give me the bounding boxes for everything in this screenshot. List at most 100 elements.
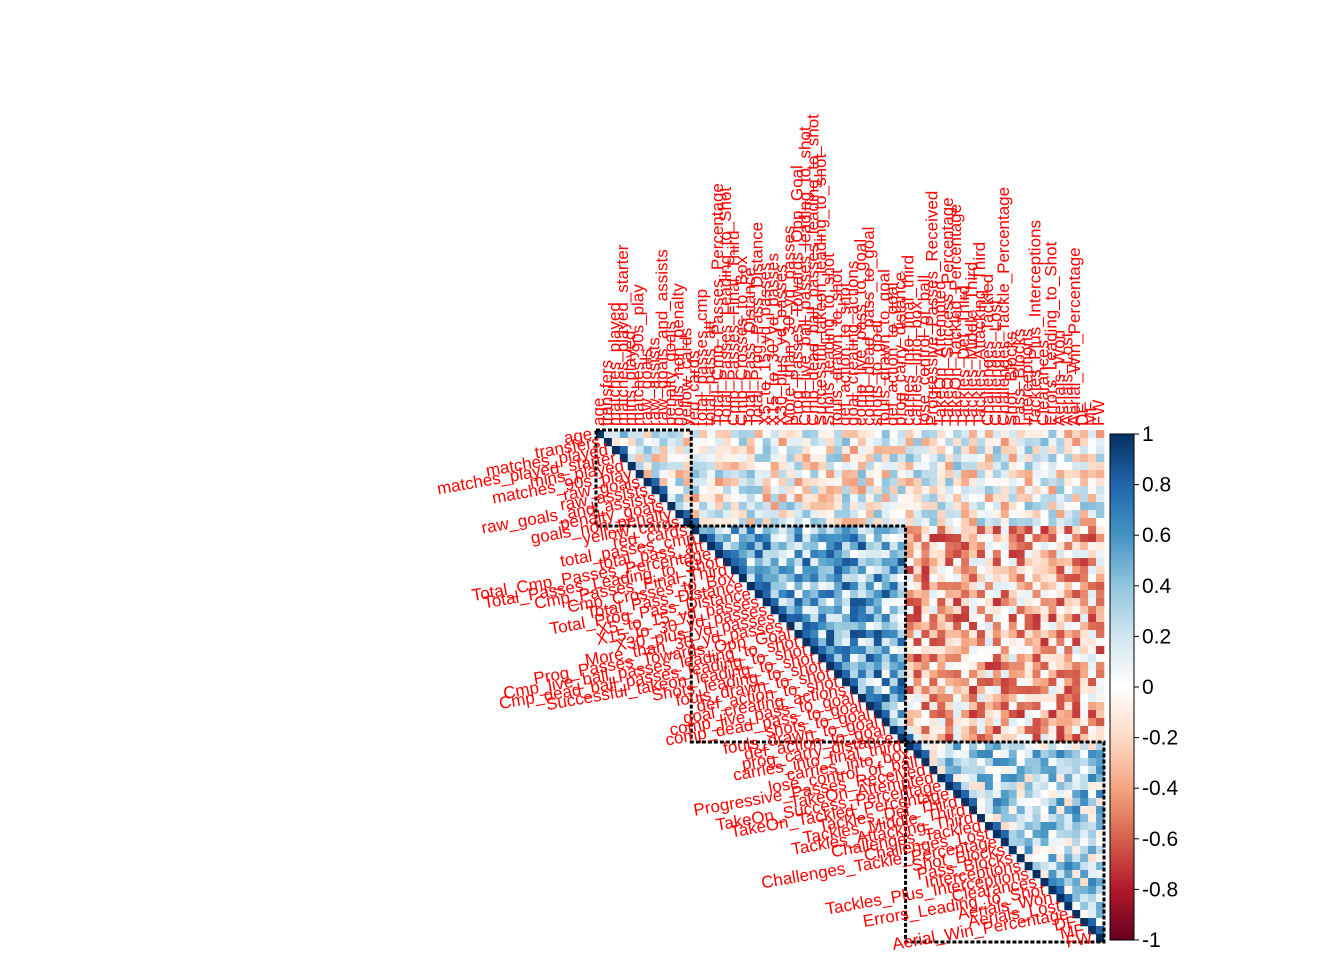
heatmap-cell [1000, 798, 1010, 807]
heatmap-cell [1008, 662, 1017, 671]
heatmap-cell [945, 438, 954, 447]
heatmap-cell [881, 510, 890, 519]
heatmap-cell [921, 526, 930, 535]
heatmap-cell [1016, 558, 1025, 567]
heatmap-cell [1088, 638, 1097, 647]
heatmap-cell [889, 726, 898, 735]
heatmap-cell [762, 446, 771, 455]
heatmap-cell [921, 686, 930, 695]
heatmap-cell [746, 462, 756, 471]
heatmap-cell [1080, 798, 1089, 807]
heatmap-cell [746, 534, 756, 543]
heatmap-cell [1088, 702, 1097, 711]
heatmap-cell [850, 614, 859, 623]
heatmap-cell [842, 670, 851, 679]
heatmap-cell [1064, 798, 1073, 807]
heatmap-cell [746, 518, 756, 527]
heatmap-cell [977, 718, 986, 727]
heatmap-cell [1080, 494, 1089, 503]
heatmap-cell [945, 590, 954, 599]
heatmap-cell [1072, 534, 1081, 543]
heatmap-cell [921, 718, 930, 727]
heatmap-cell [1056, 806, 1065, 815]
heatmap-cell [818, 478, 827, 487]
heatmap-cell [1064, 446, 1073, 455]
heatmap-cell [683, 454, 692, 463]
heatmap-cell [984, 782, 994, 791]
heatmap-cell [810, 566, 819, 575]
heatmap-cell [992, 454, 1002, 463]
heatmap-cell [1024, 702, 1033, 711]
heatmap-cell [762, 510, 771, 519]
heatmap-cell [1080, 710, 1089, 719]
heatmap-cell [953, 726, 962, 735]
heatmap-cell [1088, 622, 1097, 631]
heatmap-cell [1032, 630, 1041, 639]
heatmap-cell [977, 598, 986, 607]
heatmap-cell [1096, 430, 1105, 439]
heatmap-cell [977, 734, 986, 743]
heatmap-cell [659, 430, 668, 439]
heatmap-cell [778, 510, 787, 519]
heatmap-cell [857, 446, 867, 455]
heatmap-cell [1032, 470, 1041, 479]
heatmap-cell [1096, 582, 1105, 591]
heatmap-cell [961, 582, 970, 591]
heatmap-cell [961, 774, 970, 783]
heatmap-cell [969, 582, 978, 591]
heatmap-cell [802, 534, 811, 543]
heatmap-cell [1000, 838, 1010, 847]
heatmap-cell [889, 550, 898, 559]
column-label: yellow_cards [676, 328, 695, 426]
heatmap-cell [984, 582, 994, 591]
heatmap-cell [1048, 582, 1057, 591]
heatmap-cell [1032, 550, 1041, 559]
column-label: More_than_30_yd_passes [779, 226, 798, 426]
heatmap-cell [1096, 830, 1105, 839]
heatmap-cell [905, 454, 914, 463]
heatmap-cell [1008, 646, 1017, 655]
heatmap-cell [786, 606, 795, 615]
heatmap-cell [1072, 830, 1081, 839]
heatmap-cell [699, 446, 708, 455]
heatmap-cell [889, 478, 898, 487]
legend-tick-label: -1 [1142, 929, 1161, 952]
heatmap-cell [865, 678, 875, 687]
heatmap-cell [905, 534, 914, 543]
heatmap-cell [850, 470, 859, 479]
heatmap-cell [937, 662, 946, 671]
heatmap-cell [818, 494, 827, 503]
heatmap-cell [992, 758, 1002, 767]
heatmap-cell [1064, 774, 1073, 783]
heatmap-cell [723, 558, 732, 567]
heatmap-cell [746, 478, 756, 487]
heatmap-cell [810, 534, 819, 543]
heatmap-cell [786, 478, 795, 487]
heatmap-cell [802, 598, 811, 607]
heatmap-cell [881, 622, 890, 631]
heatmap-cell [984, 574, 994, 583]
heatmap-cell [1088, 630, 1097, 639]
heatmap-cell [889, 718, 898, 727]
heatmap-cell [961, 686, 970, 695]
heatmap-cell [937, 574, 946, 583]
heatmap-cell [897, 646, 906, 655]
heatmap-cell [1080, 574, 1089, 583]
heatmap-cell [1056, 846, 1065, 855]
heatmap-cell [913, 742, 922, 751]
heatmap-cell [1080, 446, 1089, 455]
heatmap-cell [977, 494, 986, 503]
heatmap-cell [1032, 582, 1041, 591]
heatmap-cell [1096, 726, 1105, 735]
heatmap-cell [937, 486, 946, 495]
heatmap-cell [992, 462, 1002, 471]
heatmap-cell [842, 518, 851, 527]
heatmap-cell [635, 438, 644, 447]
heatmap-cell [802, 454, 811, 463]
heatmap-cell [1096, 646, 1105, 655]
column-label: goal_creating_actions [843, 261, 862, 426]
heatmap-cell [850, 526, 859, 535]
heatmap-cell [1024, 558, 1033, 567]
heatmap-cell [818, 622, 827, 631]
heatmap-cell [905, 670, 914, 679]
